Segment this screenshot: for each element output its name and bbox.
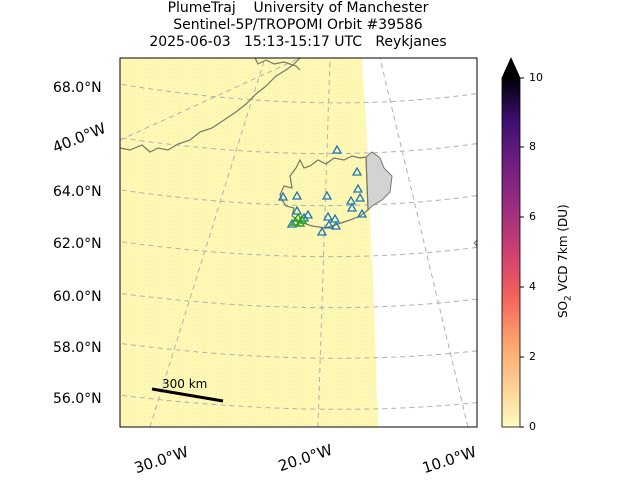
volcano-marker xyxy=(356,208,368,218)
colorbar-label-main: SO xyxy=(556,300,570,318)
scale-bar-label: 300 km xyxy=(162,377,208,391)
colorbar-label-subscript: 2 xyxy=(563,295,574,301)
colorbar-tick-6: 6 xyxy=(529,210,536,223)
volcano-marker xyxy=(277,191,289,201)
colorbar-tick-4: 4 xyxy=(529,280,536,293)
volcano-marker xyxy=(323,219,335,229)
lat-label-62: 62.0°N xyxy=(53,236,102,252)
title-line-2: Sentinel-5P/TROPOMI Orbit #39586 xyxy=(173,17,423,33)
source-markers xyxy=(289,212,308,227)
colorbar-label-rest: VCD 7km (DU) xyxy=(556,204,570,296)
faroe-islands xyxy=(473,239,477,247)
lat-label-60: 60.0°N xyxy=(53,289,102,305)
colorbar-tick-8: 8 xyxy=(529,140,536,153)
colorbar-label: SO2 VCD 7km (DU) xyxy=(556,204,573,318)
colorbar-extend-arrow xyxy=(501,57,521,79)
source-marker xyxy=(289,216,301,226)
volcano-marker xyxy=(346,202,358,212)
source-marker xyxy=(292,212,304,222)
title-line-1: PlumeTraj University of Manchester xyxy=(167,0,429,16)
gridline-lon-40 xyxy=(120,58,301,141)
volcano-marker xyxy=(321,190,333,200)
map-title: PlumeTraj University of Manchester Senti… xyxy=(0,0,596,51)
volcano-marker xyxy=(345,195,357,205)
volcano-marker xyxy=(352,183,364,193)
lat-label-58: 58.0°N xyxy=(53,340,102,356)
volcano-marker xyxy=(329,213,341,223)
volcano-markers xyxy=(277,144,368,236)
volcano-marker xyxy=(298,212,310,222)
colorbar-ticks xyxy=(520,77,524,428)
volcano-marker xyxy=(322,211,334,221)
colorbar-tick-2: 2 xyxy=(529,350,536,363)
greenland-coastline xyxy=(120,58,301,153)
title-line-3: 2025-06-03 15:13-15:17 UTC Reykjanes xyxy=(149,34,447,50)
greenland-coastline-north xyxy=(254,58,301,71)
lat-label-56: 56.0°N xyxy=(53,391,102,407)
colorbar xyxy=(501,77,521,428)
volcano-marker xyxy=(331,144,343,154)
scale-bar xyxy=(151,387,224,403)
volcano-marker xyxy=(291,205,303,215)
volcano-marker xyxy=(286,218,298,228)
map-frame xyxy=(119,57,478,428)
lat-label-64: 64.0°N xyxy=(53,184,102,200)
volcano-marker xyxy=(291,190,303,200)
lat-label-68: 68.0°N xyxy=(53,80,102,96)
volcano-marker xyxy=(330,220,342,230)
colorbar-tick-10: 10 xyxy=(529,71,543,84)
volcano-marker xyxy=(351,166,363,176)
volcano-marker xyxy=(354,192,366,202)
gridline-lon-10 xyxy=(379,58,469,427)
volcano-marker xyxy=(316,226,328,236)
volcano-marker xyxy=(302,209,314,219)
gridline-lon-30 xyxy=(149,58,266,427)
iceland-land-exposed xyxy=(365,151,393,212)
gridline-lon-20 xyxy=(317,58,331,427)
source-marker xyxy=(294,217,306,227)
colorbar-tick-0: 0 xyxy=(529,420,536,433)
no-data-region xyxy=(362,58,477,427)
graticule xyxy=(120,58,477,427)
